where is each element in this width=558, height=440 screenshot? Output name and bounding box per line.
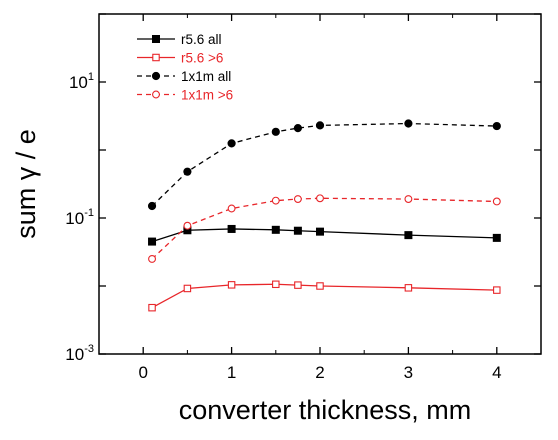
plot-frame — [98, 13, 542, 355]
y-tick-label: 10-3 — [65, 343, 94, 364]
data-point — [271, 225, 280, 234]
legend-label: r5.6 >6 — [181, 51, 223, 66]
data-point — [151, 71, 161, 81]
data-point — [404, 284, 413, 292]
y-tick-label: 10-1 — [65, 207, 94, 228]
series-line — [151, 197, 497, 260]
series-line — [151, 283, 497, 309]
y-tick-base: 10 — [69, 73, 88, 92]
data-point — [227, 204, 236, 213]
legend-label: r5.6 all — [181, 32, 222, 47]
data-point — [404, 231, 413, 240]
x-tick-label: 3 — [404, 363, 413, 382]
data-point — [493, 286, 501, 294]
legend-entry: 1x1m all — [137, 69, 231, 84]
x-axis-title: converter thickness, mm — [179, 395, 472, 425]
data-point — [183, 221, 192, 230]
data-point — [152, 90, 160, 99]
data-point — [227, 139, 236, 148]
data-point — [183, 167, 192, 176]
data-point — [492, 197, 501, 206]
y-tick-base: 10 — [65, 209, 84, 228]
legend: r5.6 all r5.6 >6 1x1m all 1x1m >6 — [137, 32, 233, 103]
data-point — [294, 281, 302, 289]
y-axis-title: sum γ / e — [11, 129, 41, 239]
data-point — [272, 280, 280, 289]
series-layer — [147, 119, 501, 312]
x-tick-label: 2 — [315, 363, 324, 382]
data-point — [293, 226, 302, 235]
data-point — [148, 237, 157, 246]
data-point — [316, 194, 324, 203]
series-line — [151, 228, 497, 243]
data-point — [183, 284, 192, 293]
legend-entry: r5.6 all — [137, 32, 222, 47]
data-point — [148, 303, 156, 312]
y-tick-exponent: 1 — [88, 71, 94, 83]
data-point — [271, 196, 280, 205]
x-tick-label: 4 — [492, 363, 501, 382]
y-tick-label: 101 — [69, 71, 94, 92]
series-3 — [148, 194, 501, 263]
data-point — [152, 53, 160, 62]
data-point — [492, 121, 501, 131]
data-point — [316, 282, 324, 290]
data-point — [316, 227, 324, 236]
y-tick-exponent: -1 — [84, 207, 94, 219]
data-point — [404, 119, 413, 128]
data-point — [147, 201, 157, 211]
data-point — [152, 35, 160, 43]
data-point — [227, 281, 236, 289]
series-line — [151, 122, 497, 207]
legend-label: 1x1m >6 — [181, 88, 233, 103]
x-tick-label: 0 — [138, 363, 147, 382]
data-point — [315, 121, 325, 130]
data-point — [148, 254, 156, 263]
data-point — [293, 123, 302, 133]
y-tick-base: 10 — [65, 345, 84, 364]
y-tick-exponent: -3 — [84, 343, 94, 355]
legend-entry: r5.6 >6 — [137, 51, 223, 66]
series-0 — [148, 224, 501, 246]
legend-entry: 1x1m >6 — [137, 88, 233, 103]
data-point — [271, 127, 280, 136]
data-point — [227, 224, 236, 233]
legend-label: 1x1m all — [181, 69, 231, 84]
series-2 — [147, 119, 501, 211]
data-point — [492, 233, 501, 242]
series-1 — [148, 280, 501, 312]
data-point — [404, 195, 413, 203]
data-point — [293, 195, 302, 203]
x-tick-label: 1 — [227, 363, 236, 382]
